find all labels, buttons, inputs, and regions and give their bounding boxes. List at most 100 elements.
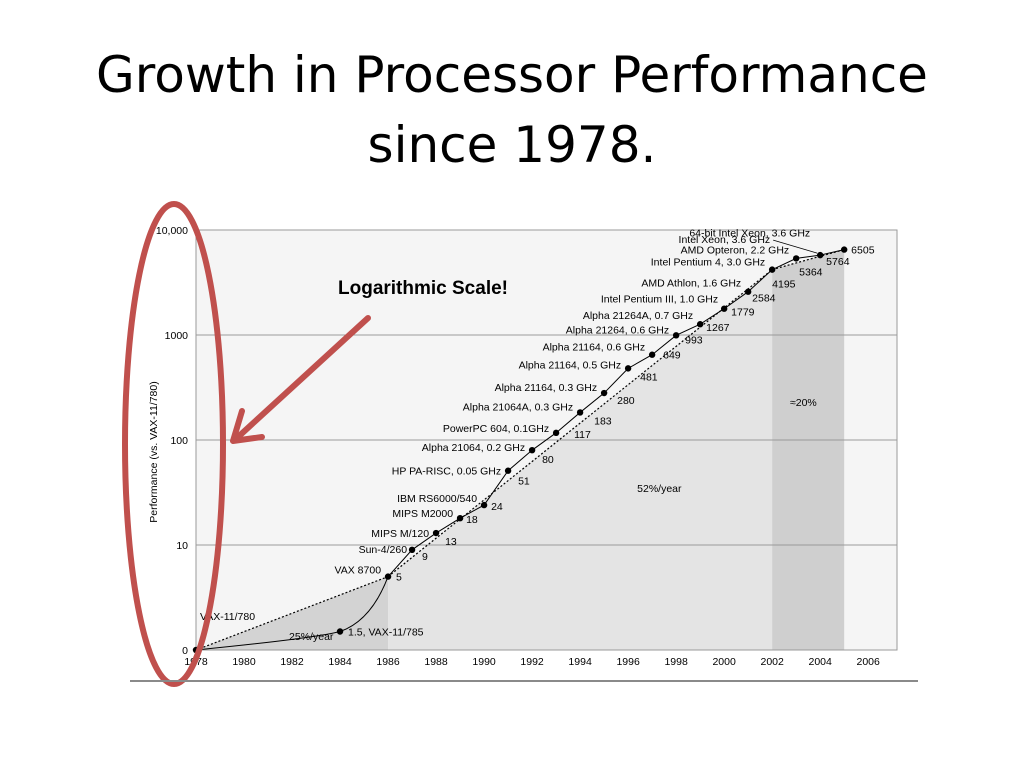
data-point [336,628,344,635]
point-name-label: VAX 8700 [335,565,382,577]
point-value-label: 51 [518,476,530,488]
slide-title-line-1: Growth in Processor Performance [96,46,928,104]
data-point [696,321,704,328]
point-value-label: 481 [640,371,658,383]
x-tick-label: 1992 [520,656,544,668]
slide-title-line-2: since 1978. [367,116,657,174]
point-value-label: 4195 [772,279,796,291]
point-name-label: PowerPC 604, 0.1GHz [443,423,549,435]
x-tick-label: 1982 [280,656,304,668]
point-value-label: 24 [491,501,503,513]
trend-line-20pct [772,249,845,271]
y-tick-label: 0 [182,645,188,657]
point-name-label: MIPS M/120 [371,528,429,540]
performance-line [195,249,845,651]
point-name-label: Alpha 21064A, 0.3 GHz [463,401,573,413]
data-point [720,305,728,312]
point-name-label: VAX-11/780 [200,611,255,623]
point-name-label: AMD Opteron, 2.2 GHz [681,244,790,256]
x-tick-label: 1998 [664,656,688,668]
y-axis-label: Performance (vs. VAX-11/780) [148,381,160,522]
y-tick-label: 10 [176,540,188,552]
point-name-label: Alpha 21164, 0.6 GHz [543,342,646,354]
trend-line-52pct [387,269,773,578]
point-name-label: 64-bit Intel Xeon, 3.6 GHz [689,228,810,240]
data-point [576,409,584,416]
point-name-label: Alpha 21164, 0.5 GHz [519,359,622,371]
point-value-label: 5364 [799,266,823,278]
annotation-arrow-shaft [235,315,371,440]
plot-frame [195,229,898,651]
point-name-label: AMD Athlon, 1.6 GHz [641,278,741,290]
logarithmic-scale-annotation: Logarithmic Scale! [338,278,508,299]
point-value-label: 1.5, VAX-11/785 [348,627,424,639]
point-name-label: Alpha 21264, 0.6 GHz [566,324,669,336]
y-tick-label: 10,000 [156,225,188,237]
data-point [456,514,464,522]
slide-divider [130,680,918,682]
point-value-label: 183 [594,415,612,427]
point-value-label: 5764 [826,256,850,268]
data-point [624,365,632,372]
y-tick-label: 1000 [165,330,189,342]
point-value-label: 2584 [752,293,776,305]
growth-region-20pct [772,249,845,650]
point-value-label: 1779 [731,307,755,319]
data-point [480,501,488,509]
point-name-label: Intel Xeon, 3.6 GHz [679,234,771,246]
x-tick-label: 1988 [424,656,448,668]
point-name-label: Sun-4/260 [359,544,408,556]
y-tick-label: 100 [170,435,188,447]
point-value-label: 5 [396,572,402,584]
x-tick-label: 1990 [472,656,496,668]
x-tick-label: 1986 [376,656,400,668]
region-label: 25%/year [289,631,334,643]
point-value-label: 6505 [851,245,875,257]
x-tick-label: 1996 [616,656,640,668]
x-tick-label: 2002 [760,656,784,668]
data-point [816,251,824,259]
point-name-label: MIPS M2000 [392,508,453,520]
data-point [600,389,608,397]
point-name-label: Alpha 21164, 0.3 GHz [495,382,598,394]
x-tick-label: 1994 [568,656,592,668]
point-value-label: 13 [445,536,457,548]
region-label: 52%/year [637,483,682,495]
data-point [384,573,392,580]
point-value-label: 9 [422,551,428,563]
data-point [672,332,680,339]
point-name-label: Intel Pentium III, 1.0 GHz [601,294,718,306]
x-tick-label: 2004 [808,656,832,668]
annotation-arrow-head [230,408,265,444]
region-label: ≈20% [790,397,817,409]
data-point [768,266,776,273]
growth-region-52pct [388,269,773,650]
point-value-label: 1267 [706,322,730,334]
x-tick-label: 1980 [232,656,256,668]
data-point [504,467,512,474]
slide-title: Growth in Processor Performance since 19… [0,40,1024,180]
x-tick-label: 2000 [712,656,736,668]
point-name-label: HP PA-RISC, 0.05 GHz [392,466,501,478]
x-tick-label: 1984 [328,656,352,668]
data-point [744,288,752,295]
data-point [840,246,848,253]
data-point [792,255,800,262]
point-name-label: Intel Pentium 4, 3.0 GHz [651,257,765,269]
highlight-ellipse [122,201,226,687]
data-point [432,529,440,537]
data-point [552,429,560,437]
point-name-label: Alpha 21264A, 0.7 GHz [583,310,693,322]
point-value-label: 993 [685,334,703,346]
point-value-label: 117 [574,429,591,441]
label-leader-line [773,239,818,254]
point-value-label: 280 [617,395,635,407]
data-point [408,546,416,554]
x-tick-label: 2006 [857,656,881,668]
point-name-label: Alpha 21064, 0.2 GHz [422,442,525,454]
point-value-label: 80 [542,454,554,466]
data-point [528,446,536,454]
data-point [648,351,656,358]
point-value-label: 18 [466,514,478,526]
